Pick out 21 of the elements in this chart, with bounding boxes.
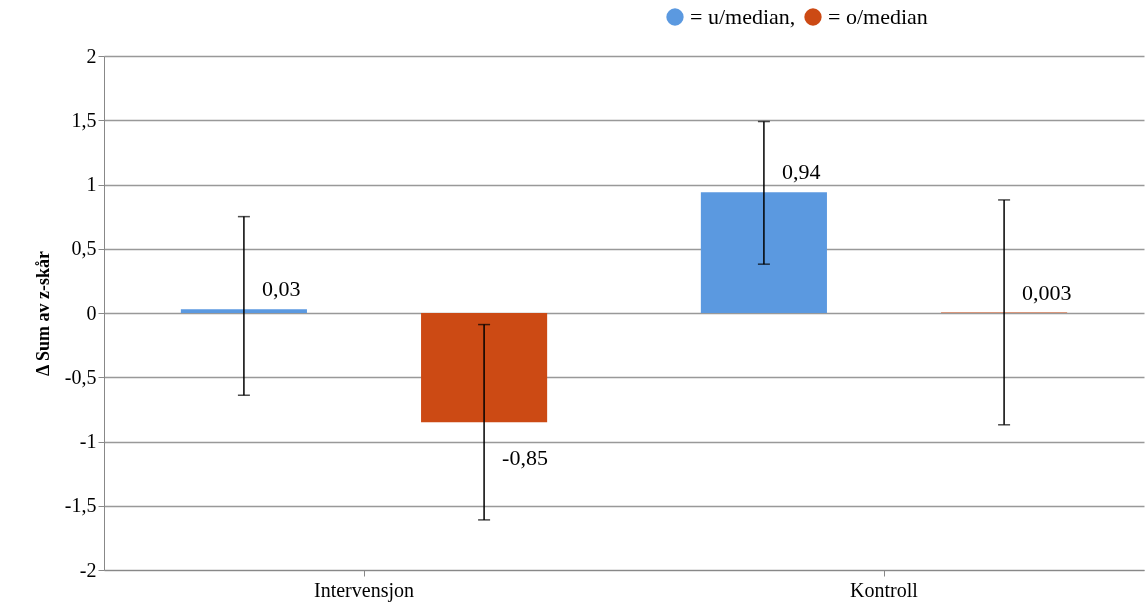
data-label: 0,003 [1022, 279, 1072, 305]
legend-label: = u/median, [690, 4, 796, 29]
bar [180, 309, 307, 313]
bar [700, 192, 827, 313]
y-axis-title: Δ Sum av z-skår [32, 251, 53, 376]
y-tick-label: 0,5 [71, 237, 97, 260]
x-tick-label: Intervensjon [314, 578, 414, 602]
data-label: 0,03 [261, 276, 301, 302]
x-tick-label: Kontroll [850, 578, 919, 601]
bar [421, 313, 548, 423]
data-label: 0,94 [781, 159, 821, 185]
y-tick-label: -1,5 [64, 494, 97, 517]
y-tick-label: 1 [86, 173, 97, 195]
y-tick-label: 0 [86, 301, 97, 324]
y-tick-label: -1 [79, 430, 97, 452]
y-tick-label: -2 [79, 558, 97, 581]
data-label: -0,85 [502, 445, 548, 471]
y-tick-label: 1,5 [71, 108, 97, 131]
y-tick-label: 2 [86, 44, 97, 67]
y-tick-label: -0,5 [64, 365, 97, 388]
legend-label: = o/median [828, 4, 928, 29]
